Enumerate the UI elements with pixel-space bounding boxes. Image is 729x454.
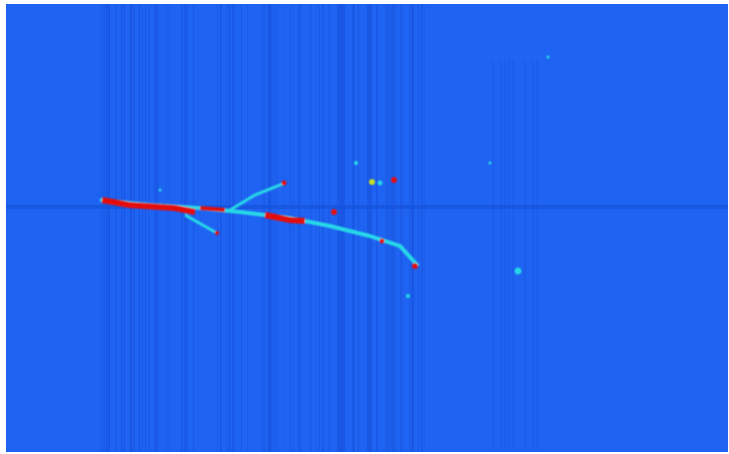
stripe	[352, 4, 355, 452]
stripe	[247, 4, 248, 452]
stripe	[184, 4, 187, 452]
stripe	[145, 4, 146, 452]
stripe	[157, 4, 159, 452]
spot-cyan	[547, 56, 550, 59]
stripe	[142, 4, 143, 452]
stripe	[322, 4, 324, 452]
stripe	[421, 4, 423, 452]
stripe	[418, 4, 419, 452]
spot-red	[380, 239, 385, 244]
stripe	[394, 4, 396, 452]
spot-cyan	[159, 189, 162, 192]
stripe	[121, 4, 123, 452]
trace-red	[200, 208, 225, 210]
stripe	[220, 4, 222, 452]
stripe	[103, 4, 105, 452]
stripe	[265, 4, 266, 452]
stripe	[492, 60, 494, 450]
stripe	[133, 4, 135, 452]
stripe	[139, 4, 140, 452]
stripe	[500, 60, 502, 450]
spot-cyan	[406, 294, 410, 298]
stripe	[109, 4, 110, 452]
stripe	[106, 4, 109, 452]
stripe	[232, 4, 235, 452]
stripe	[391, 4, 394, 452]
stripe	[130, 4, 132, 452]
spot-red	[391, 177, 397, 183]
stripe	[283, 4, 284, 452]
stripe	[508, 60, 510, 450]
stripe	[310, 4, 312, 452]
horizontal-band	[6, 205, 728, 209]
stripe	[268, 4, 271, 452]
stripe	[532, 60, 534, 450]
stripe	[409, 4, 412, 452]
stripe	[262, 4, 265, 452]
stripe	[424, 4, 425, 452]
spot-cyan	[378, 181, 383, 186]
stripe	[217, 4, 218, 452]
stripe	[328, 4, 330, 452]
stripe	[229, 4, 231, 452]
stripe	[512, 60, 514, 450]
heatmap-image	[0, 0, 729, 454]
spot-red	[331, 209, 337, 215]
stripe	[277, 4, 278, 452]
spot-yellow	[369, 179, 375, 185]
stripe	[148, 4, 150, 452]
stripe	[367, 4, 370, 452]
stripe	[193, 4, 194, 452]
stripe	[226, 4, 229, 452]
stripe	[536, 60, 538, 450]
stripe	[100, 4, 102, 452]
stripe	[124, 4, 125, 452]
stripe	[319, 4, 320, 452]
stripe	[400, 4, 403, 452]
stripe	[166, 4, 167, 452]
stripe	[358, 4, 359, 452]
spot-red	[282, 181, 287, 186]
stripe	[154, 4, 157, 452]
stripe	[376, 4, 378, 452]
stripe	[412, 4, 414, 452]
stripe	[298, 4, 301, 452]
stripe	[292, 4, 294, 452]
stripe	[241, 4, 242, 452]
spot-cyan	[354, 161, 358, 165]
stripe	[524, 60, 526, 450]
stripe	[385, 4, 388, 452]
page	[0, 0, 729, 454]
stripe	[316, 4, 317, 452]
stripe	[289, 4, 291, 452]
spot-cyan	[489, 162, 492, 165]
spot-red	[215, 231, 219, 235]
stripe	[274, 4, 276, 452]
stripe	[504, 60, 506, 450]
spot-red	[412, 263, 418, 269]
stripe	[370, 4, 372, 452]
stripe	[115, 4, 117, 452]
stripe	[271, 4, 273, 452]
stripe	[181, 4, 183, 452]
stripe	[388, 4, 390, 452]
spot-cyan	[515, 268, 522, 275]
stripe	[187, 4, 188, 452]
stripe	[169, 4, 170, 452]
